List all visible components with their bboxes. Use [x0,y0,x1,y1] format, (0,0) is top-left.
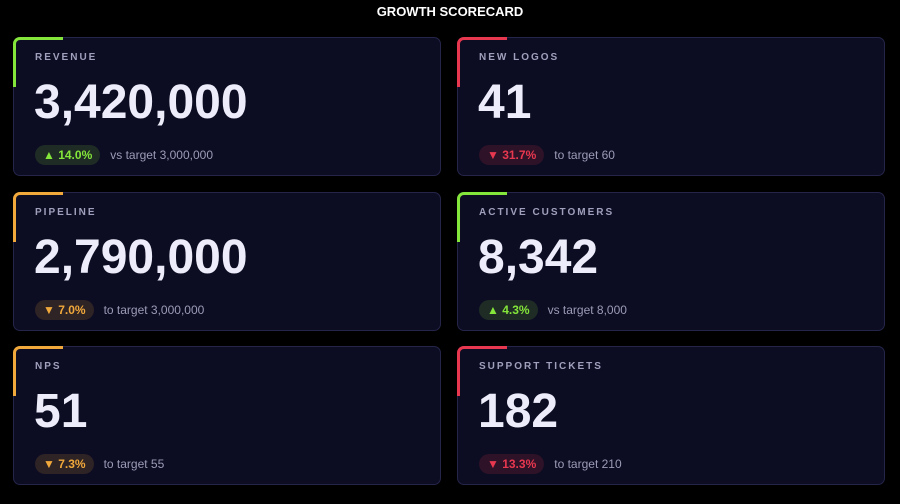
kpi-value: 182 [478,385,559,438]
kpi-footer: ▼ 7.3% to target 55 [35,454,164,474]
status-accent [457,37,507,87]
status-accent [13,37,63,87]
kpi-footer: ▼ 13.3% to target 210 [479,454,622,474]
target-note: to target 210 [554,457,622,471]
kpi-footer: ▼ 31.7% to target 60 [479,145,615,165]
kpi-footer: ▲ 4.3% vs target 8,000 [479,300,627,320]
kpi-value: 2,790,000 [34,231,248,284]
kpi-label: PIPELINE [35,207,97,218]
change-badge: ▼ 7.3% [35,454,94,474]
status-accent [457,346,507,396]
kpi-footer: ▼ 7.0% to target 3,000,000 [35,300,204,320]
target-note: to target 60 [554,148,615,162]
page-title: GROWTH SCORECARD [376,4,524,19]
kpi-label: SUPPORT TICKETS [479,361,603,372]
target-note: vs target 3,000,000 [110,148,213,162]
change-badge: ▼ 31.7% [479,145,545,165]
kpi-label: REVENUE [35,52,98,63]
kpi-value: 51 [34,385,88,438]
kpi-card: ACTIVE CUSTOMERS 8,342 ▲ 4.3% vs target 8,0… [457,192,885,331]
target-note: to target 55 [103,457,165,471]
kpi-label: ACTIVE CUSTOMERS [479,207,615,218]
kpi-label: NEW LOGOS [479,52,560,63]
status-accent [457,192,507,242]
change-badge: ▼ 7.0% [35,300,94,320]
kpi-card: REVENUE 3,420,000 ▲ 14.0% vs target 3,000,0… [13,37,441,176]
change-badge: ▲ 14.0% [35,145,101,165]
kpi-value: 3,420,000 [34,76,248,129]
kpi-card: PIPELINE 2,790,000 ▼ 7.0% to target 3,000,0… [13,192,441,331]
kpi-label: NPS [35,361,62,372]
kpi-card: NEW LOGOS 41 ▼ 31.7% to target 60 [457,37,885,176]
target-note: to target 3,000,000 [103,303,205,317]
change-badge: ▼ 13.3% [479,454,545,474]
status-accent [13,346,63,396]
status-accent [13,192,63,242]
kpi-card: NPS 51 ▼ 7.3% to target 55 [13,346,441,485]
kpi-footer: ▲ 14.0% vs target 3,000,000 [35,145,213,165]
target-note: vs target 8,000 [547,303,627,317]
kpi-value: 41 [478,76,532,129]
kpi-card: SUPPORT TICKETS 182 ▼ 13.3% to target 210 [457,346,885,485]
change-badge: ▲ 4.3% [479,300,538,320]
kpi-value: 8,342 [478,231,599,284]
